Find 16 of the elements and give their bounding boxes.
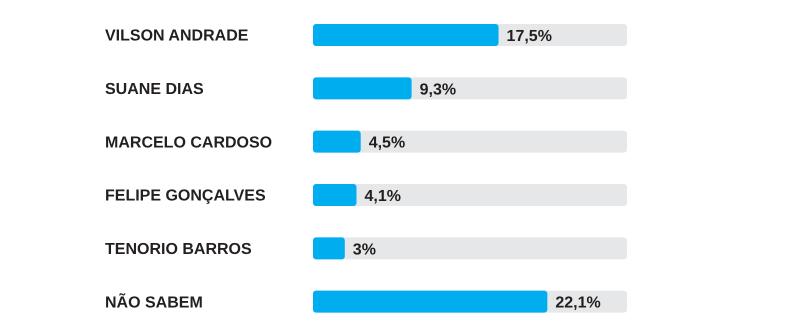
data-label: 17,5% — [506, 28, 552, 45]
bar — [313, 77, 412, 100]
data-label: 22,1% — [555, 294, 601, 312]
y-tick-label: TENORIO BARROS — [105, 241, 252, 258]
y-tick-label: VILSON ANDRADE — [105, 28, 249, 45]
bar — [313, 237, 345, 260]
bar — [313, 130, 361, 153]
y-tick-label: SUANE DIAS — [105, 81, 204, 98]
data-label: 3% — [352, 241, 376, 258]
y-tick-label: MARCELO CARDOSO — [105, 134, 272, 152]
bar — [313, 184, 356, 206]
y-tick-label: FELIPE GONÇALVES — [105, 188, 266, 205]
data-label: 9,3% — [420, 81, 456, 98]
data-label: 4,1% — [364, 188, 401, 205]
y-tick-label: NÃO SABEM — [105, 292, 203, 312]
data-label: 4,5% — [368, 134, 406, 152]
